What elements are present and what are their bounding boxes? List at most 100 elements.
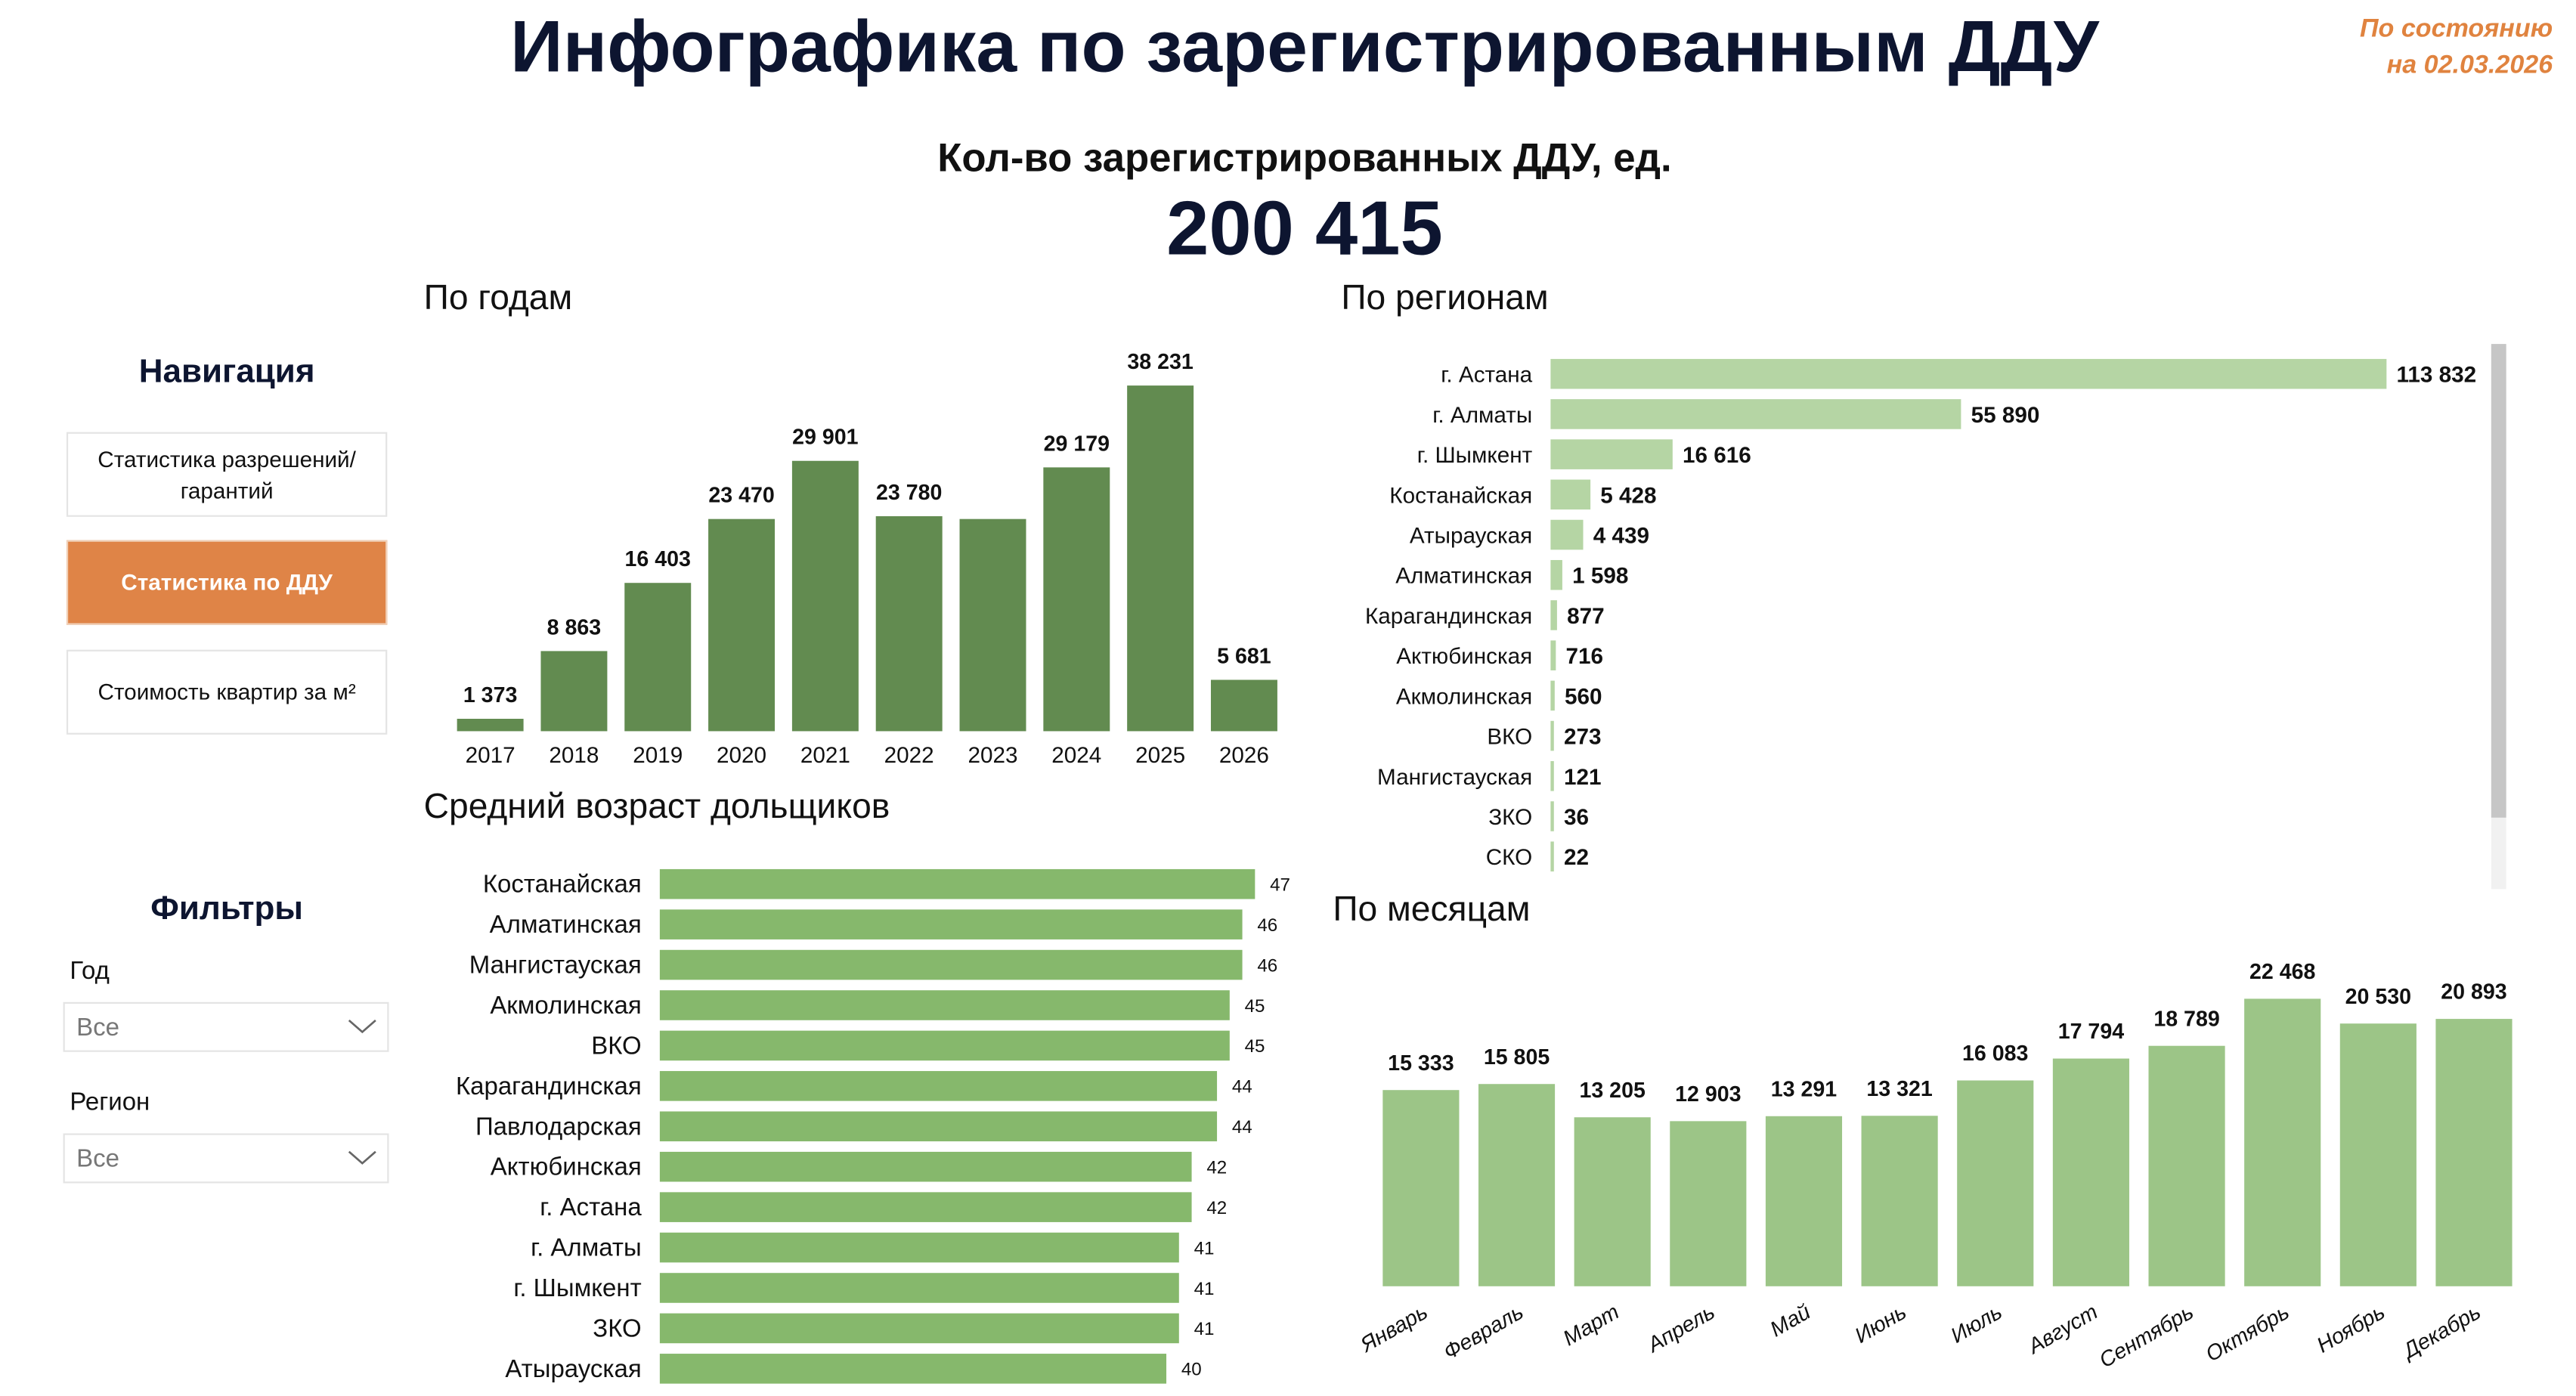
- region-bar: [1550, 358, 2387, 389]
- age-region-label: Карагандинская: [456, 1072, 642, 1100]
- year-tick-label: 2025: [1135, 743, 1185, 768]
- year-value-label: 23 470: [708, 484, 774, 508]
- year-bar: [457, 719, 524, 732]
- year-tick-label: 2022: [884, 743, 934, 768]
- region-value-label: 273: [1564, 725, 1602, 750]
- year-tick-label: 2023: [968, 743, 1017, 768]
- year-value-label: 29 901: [792, 426, 859, 450]
- year-bar: [540, 651, 608, 732]
- month-value-label: 18 789: [2153, 1007, 2219, 1031]
- region-bar: [1550, 640, 1556, 670]
- age-value-label: 44: [1232, 1077, 1252, 1097]
- region-select-value: Все: [76, 1144, 119, 1173]
- month-value-label: 22 468: [2249, 960, 2316, 984]
- years-chart-title: По годам: [423, 279, 573, 317]
- year-tick-label: 2026: [1219, 743, 1269, 768]
- age-bar: [659, 1313, 1179, 1344]
- month-tick-label: Март: [1559, 1300, 1624, 1351]
- year-select-value: Все: [76, 1013, 119, 1042]
- age-value-label: 45: [1245, 1036, 1265, 1057]
- region-value-label: 36: [1564, 805, 1589, 830]
- month-bar: [2052, 1058, 2129, 1286]
- region-label: Алматинская: [1395, 564, 1532, 589]
- scrollbar-thumb[interactable]: [2491, 344, 2506, 818]
- age-bar: [659, 949, 1243, 980]
- year-bar: [875, 515, 943, 732]
- month-value-label: 16 083: [1962, 1042, 2028, 1066]
- month-value-label: 15 333: [1388, 1051, 1454, 1076]
- total-label: Кол-во зарегистрированных ДДУ, ед.: [937, 136, 1672, 181]
- region-bar: [1550, 399, 1961, 429]
- navigation-title: Навигация: [138, 354, 315, 391]
- region-label: Карагандинская: [1365, 604, 1532, 629]
- age-bar: [659, 909, 1243, 939]
- year-value-label: 8 863: [547, 615, 602, 639]
- nav-prices-button[interactable]: Стоимость квартир за м²: [66, 649, 388, 735]
- region-bar: [1550, 680, 1555, 711]
- age-value-label: 41: [1194, 1279, 1215, 1299]
- age-region-label: Алматинская: [490, 910, 642, 938]
- age-bar: [659, 1030, 1230, 1061]
- age-value-label: 42: [1206, 1198, 1227, 1218]
- page-title: Инфографика по зарегистрированным ДДУ: [510, 6, 2099, 88]
- month-bar: [1574, 1117, 1651, 1286]
- year-bar: [708, 518, 776, 732]
- month-bar: [1478, 1084, 1556, 1286]
- region-value-label: 5 428: [1600, 483, 1656, 508]
- region-value-label: 877: [1567, 604, 1605, 629]
- year-select[interactable]: Все: [63, 1001, 389, 1052]
- age-region-label: Акмолинская: [490, 991, 641, 1019]
- month-value-label: 15 805: [1484, 1045, 1550, 1069]
- nav-permits-button[interactable]: Статистика разрешений/ гарантий: [66, 432, 388, 517]
- month-bar: [1670, 1121, 1747, 1286]
- month-bar: [2435, 1019, 2513, 1286]
- region-bar: [1550, 600, 1557, 630]
- month-value-label: 20 530: [2345, 985, 2411, 1009]
- year-tick-label: 2024: [1051, 743, 1101, 768]
- region-value-label: 55 890: [1971, 403, 2040, 428]
- age-bar: [659, 1111, 1218, 1142]
- region-bar: [1550, 559, 1562, 590]
- month-tick-label: Ноябрь: [2313, 1300, 2389, 1358]
- month-tick-label: Сентябрь: [2095, 1300, 2198, 1373]
- month-tick-label: Июнь: [1851, 1300, 1911, 1348]
- age-bar: [659, 990, 1230, 1020]
- age-region-label: Мангистауская: [469, 951, 642, 979]
- region-select[interactable]: Все: [63, 1133, 389, 1184]
- year-value-label: 1 373: [463, 683, 518, 707]
- year-bar: [1210, 679, 1277, 732]
- region-label: Атырауская: [1410, 524, 1532, 549]
- year-tick-label: 2021: [800, 743, 850, 768]
- region-value-label: 16 616: [1683, 443, 1751, 468]
- month-bar: [2244, 998, 2321, 1286]
- age-bar: [659, 868, 1255, 899]
- age-bar: [659, 1071, 1218, 1101]
- region-value-label: 716: [1566, 644, 1604, 669]
- month-bar: [2339, 1023, 2417, 1286]
- age-chart: Костанайская 47 Алматинская 46 Мангистауская…: [456, 868, 1290, 1384]
- age-value-label: 47: [1270, 875, 1290, 896]
- nav-ddu-button[interactable]: Статистика по ДДУ: [66, 540, 388, 625]
- age-bar: [659, 1192, 1192, 1222]
- region-label: Мангистауская: [1377, 765, 1532, 790]
- regions-chart: г. Астана 113 832 г. Алматы 55 890 г. Шымкен…: [1365, 344, 2506, 890]
- year-bar: [1043, 467, 1110, 732]
- region-bar: [1550, 761, 1554, 791]
- age-value-label: 44: [1232, 1117, 1252, 1138]
- age-value-label: 42: [1206, 1158, 1227, 1178]
- age-bar: [659, 1354, 1167, 1384]
- year-value-label: 16 403: [625, 547, 691, 571]
- age-region-label: ВКО: [591, 1031, 641, 1059]
- month-tick-label: Январь: [1355, 1300, 1432, 1358]
- month-tick-label: Июль: [1947, 1300, 2007, 1348]
- year-value-label: 5 681: [1217, 644, 1271, 668]
- region-label: Костанайская: [1389, 483, 1532, 508]
- filters-title: Фильтры: [150, 890, 303, 927]
- region-value-label: 560: [1565, 684, 1602, 709]
- regions-chart-title: По регионам: [1341, 279, 1549, 317]
- as-of-line1: По состоянию: [2360, 14, 2553, 44]
- region-label: СКО: [1486, 845, 1532, 870]
- region-value-label: 22: [1564, 845, 1589, 870]
- region-label: г. Алматы: [1432, 403, 1532, 428]
